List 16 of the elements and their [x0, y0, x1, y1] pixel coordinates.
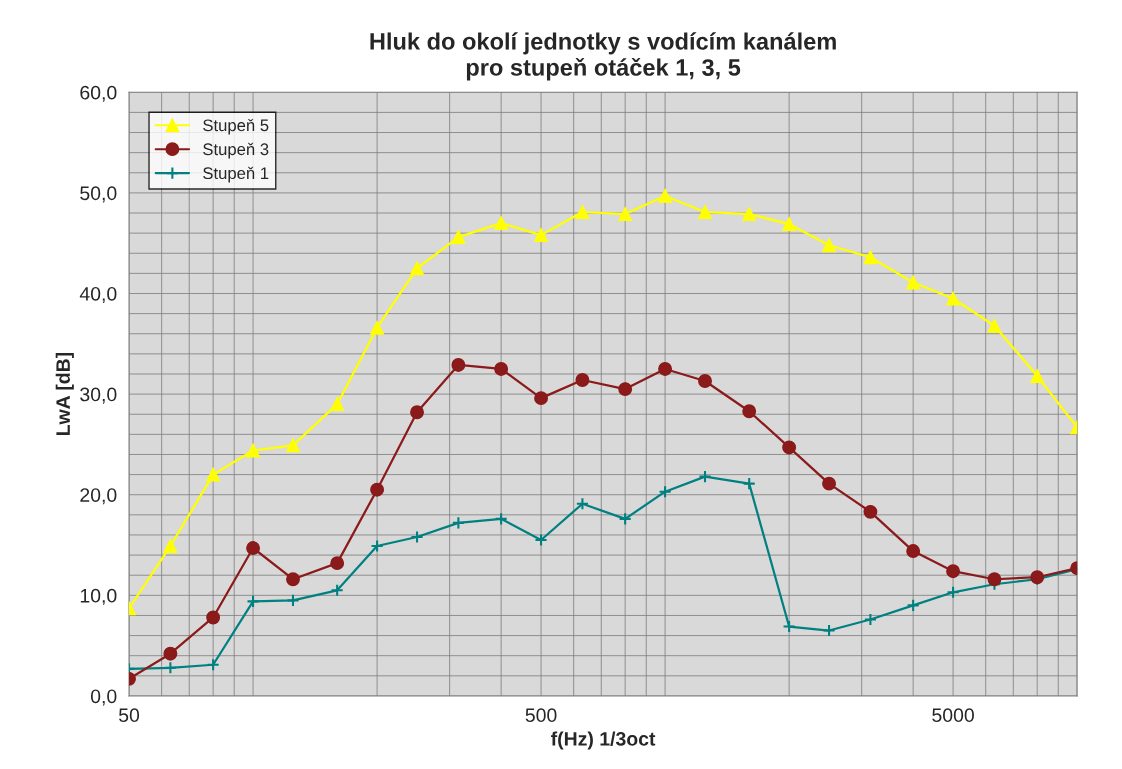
y-tick-label: 20,0 [80, 488, 117, 505]
x-tick-label: 50 [118, 708, 140, 723]
legend-label: Stupeň 5 [203, 118, 269, 135]
y-tick-label: 60,0 [80, 85, 117, 102]
x-axis-title: f(Hz) 1/3oct [551, 731, 656, 750]
y-tick-label: 0,0 [90, 689, 117, 706]
y-tick-label: 30,0 [80, 387, 117, 404]
y-tick-label: 10,0 [80, 588, 117, 605]
x-tick-label: 5000 [932, 708, 974, 723]
legend-label: Stupeň 3 [203, 142, 269, 159]
x-tick-label: 500 [525, 708, 557, 723]
y-tick-label: 40,0 [79, 286, 117, 304]
y-axis-title: LwA [dB] [55, 352, 74, 436]
legend-label: Stupeň 1 [203, 166, 269, 183]
y-tick-label: 50,0 [80, 186, 117, 203]
chart-title: Hluk do okolí jednotky s vodícím kanálem pro stupeň otáček 1, 3, 5 [370, 32, 836, 81]
